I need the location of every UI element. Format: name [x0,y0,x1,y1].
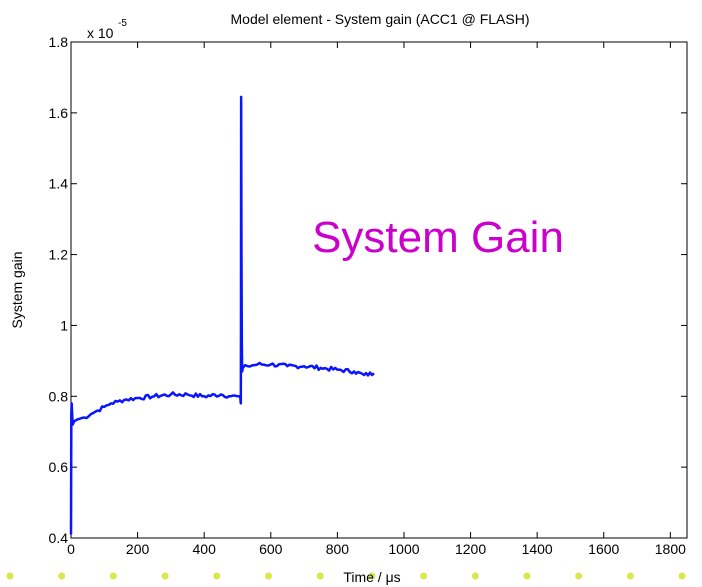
chart-title: Model element - System gain (ACC1 @ FLAS… [231,11,530,27]
y-tick-label: 1.6 [49,105,69,121]
y-tick-label: 1.4 [49,176,69,192]
x-tick-label: 600 [259,541,283,557]
y-tick-labels: 0.4 0.6 0.8 1 1.2 1.4 1.6 1.8 [49,34,69,546]
y-axis-label: System gain [9,251,25,328]
decorative-dot [316,572,324,580]
decorative-dot [265,572,272,580]
y-tick-label: 1.8 [49,34,69,50]
x-tick-label: 1000 [388,541,419,557]
decorative-dot-row [6,572,686,580]
decorative-dot [368,572,376,580]
decorative-dot [575,572,583,580]
axis-ticks [70,41,687,539]
x-tick-label: 1200 [455,541,486,557]
x-tick-label: 0 [67,541,75,557]
x-tick-label: 1600 [588,541,619,557]
x-tick-label: 1800 [655,541,686,557]
decorative-dot [161,572,169,580]
series-line-system-gain [69,95,375,535]
decorative-dot [678,572,686,580]
decorative-dot [626,572,634,580]
y-tick-label: 1.2 [49,247,69,263]
x-tick-label: 800 [326,541,350,557]
x-axis-label: Time / μs [343,569,400,585]
y-multiplier-exponent: -5 [118,18,127,29]
plot-area-frame [70,41,688,539]
y-tick-label: 0.6 [49,459,69,475]
x-tick-label: 400 [193,541,217,557]
decorative-dot [58,572,66,580]
x-tick-labels: 0 200 400 600 800 1000 1200 1400 1600 1800 [67,541,686,557]
decorative-dot [523,572,531,580]
decorative-dot [471,572,479,580]
x-tick-label: 200 [126,541,150,557]
system-gain-annotation: System Gain [312,213,564,262]
y-tick-label: 1 [60,317,68,333]
x-tick-label: 1400 [522,541,553,557]
y-multiplier-label: x 10 [87,25,114,41]
y-tick-label: 0.4 [49,530,69,546]
y-tick-label: 0.8 [49,388,69,404]
decorative-dot [109,572,117,580]
decorative-dot [213,572,221,580]
decorative-dot [420,572,428,580]
decorative-dot [6,572,14,580]
